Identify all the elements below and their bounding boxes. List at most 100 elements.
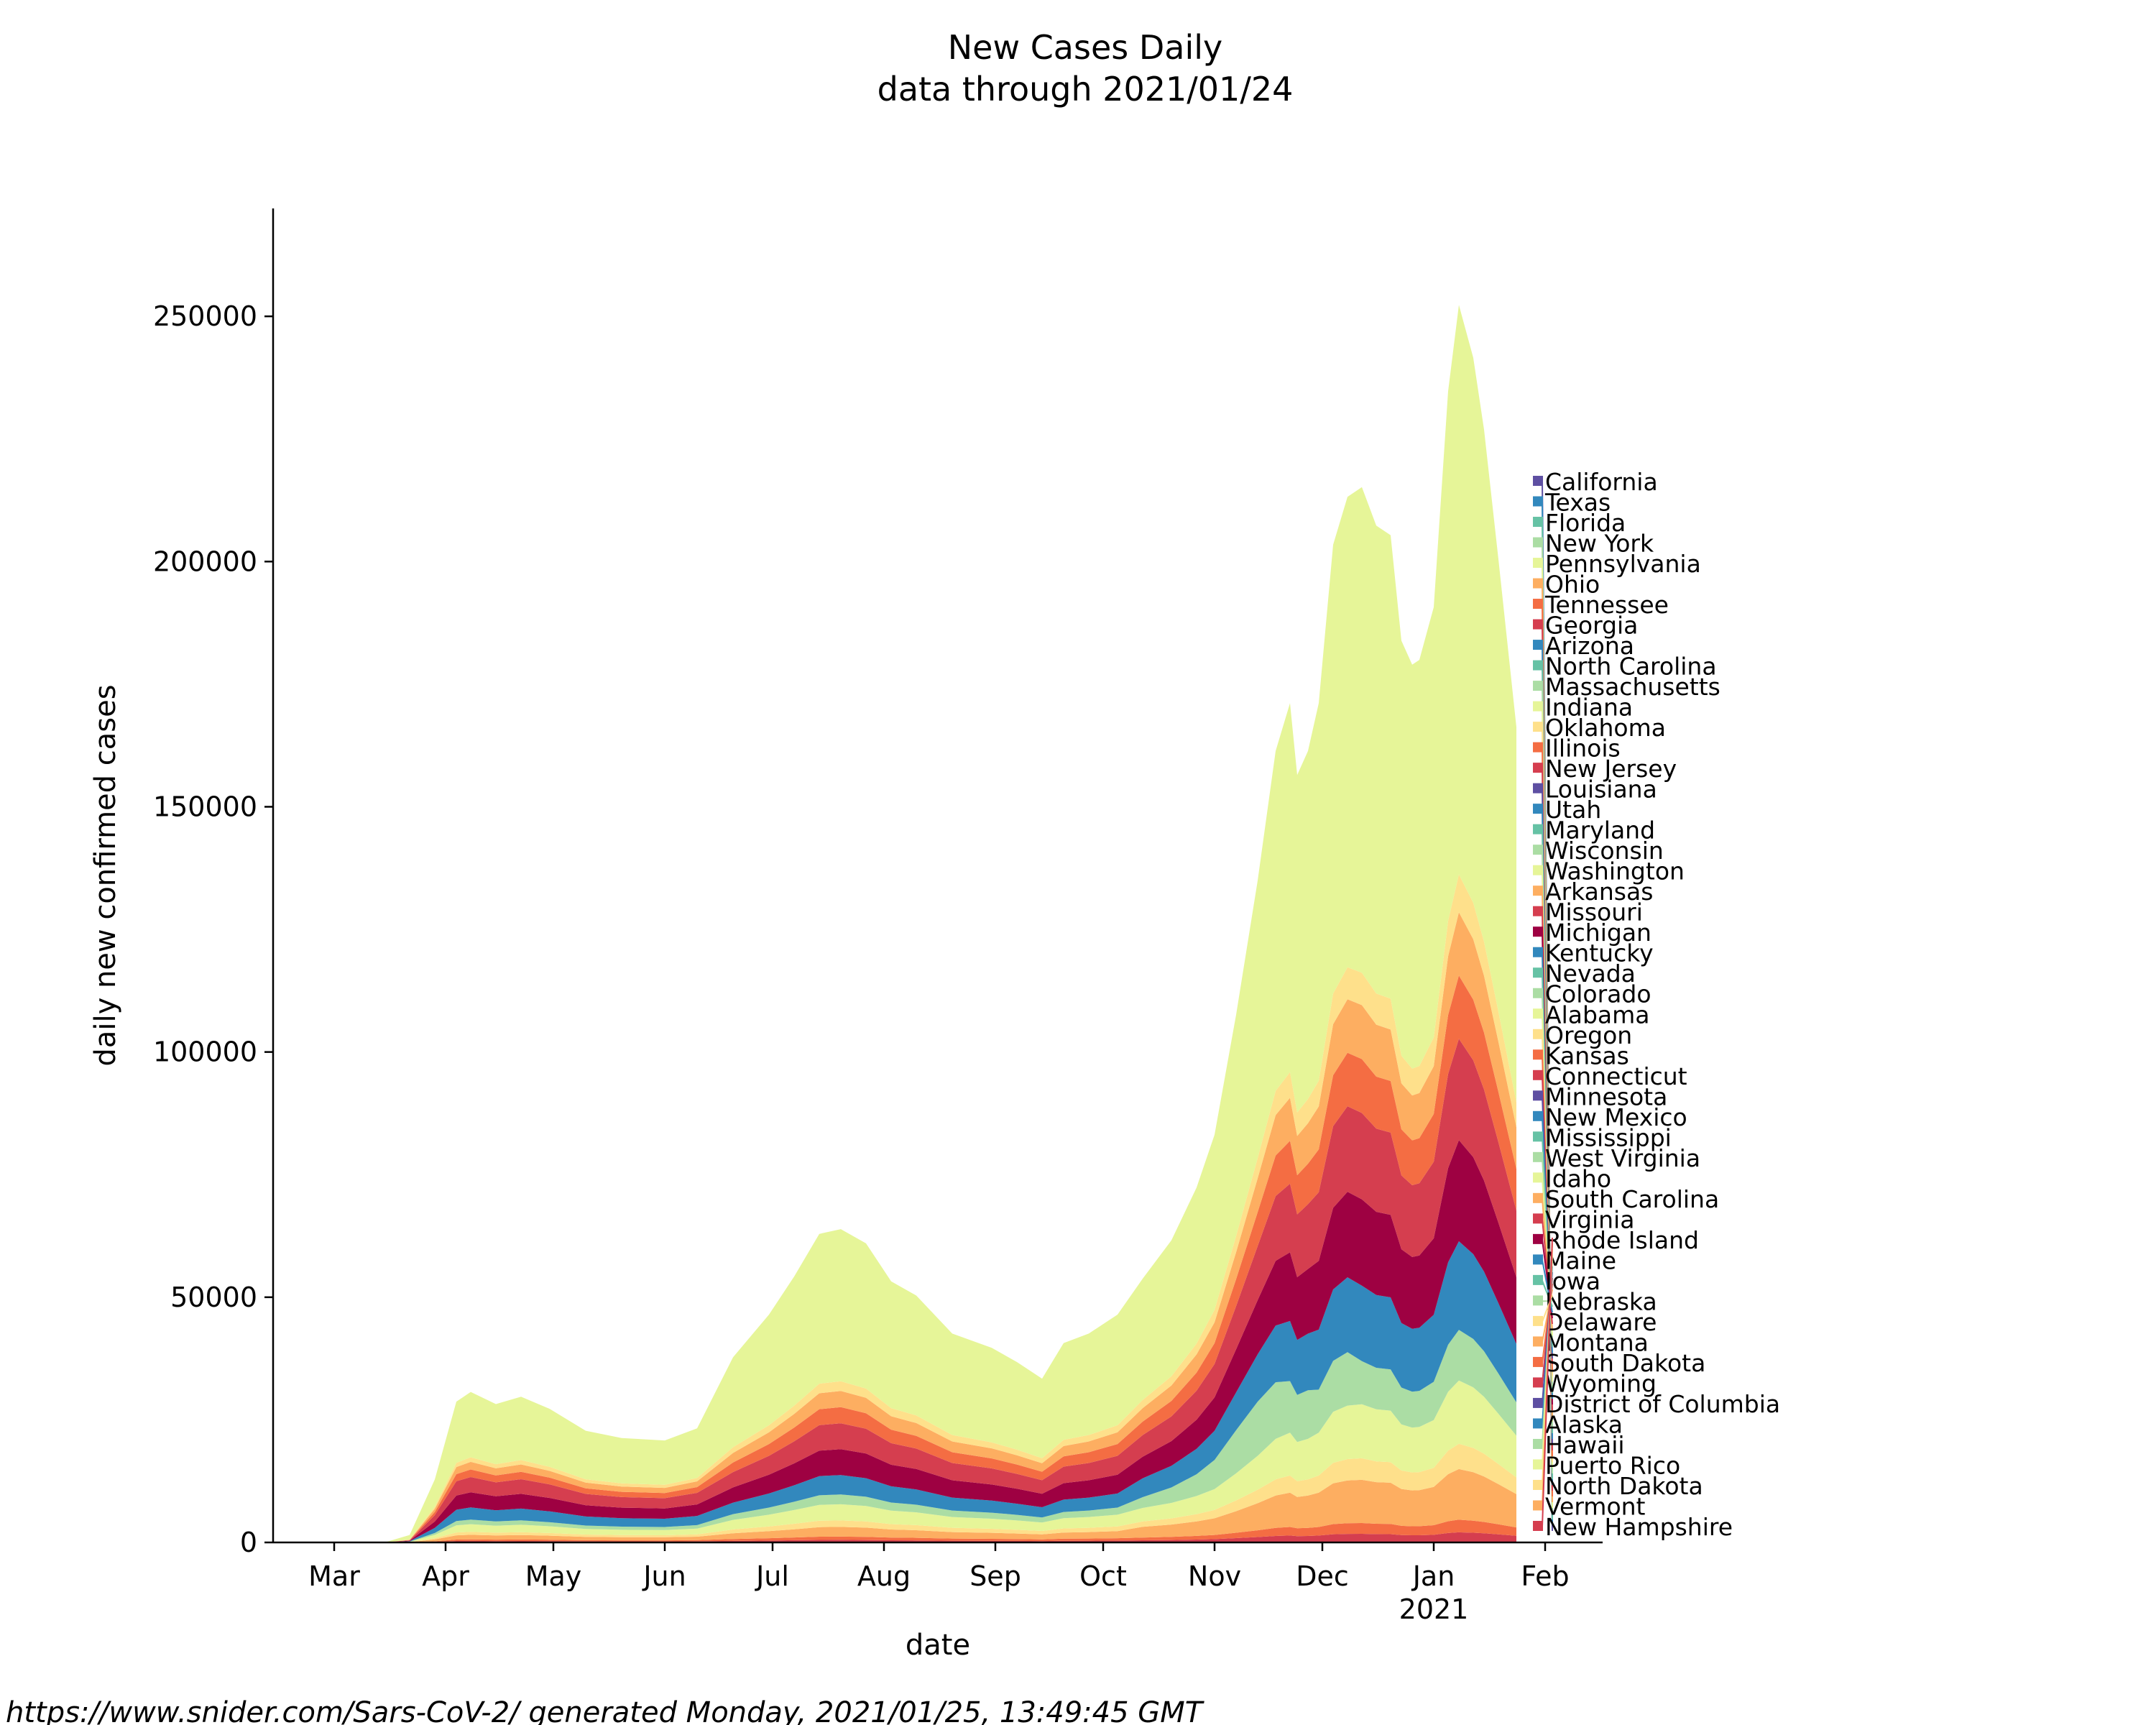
legend-label-11: Indiana xyxy=(1545,694,1633,722)
legend-swatch-33 xyxy=(1533,1151,1543,1162)
y-ticks: 0 50000 100000 150000 200000 250000 xyxy=(153,300,273,1558)
legend-swatch-43 xyxy=(1533,1356,1543,1367)
legend-label-47: Hawaii xyxy=(1545,1431,1625,1459)
x-tick-label-0: Mar xyxy=(308,1560,360,1592)
legend-label-25: Colorado xyxy=(1545,980,1651,1008)
y-axis-label: daily new confirmed cases xyxy=(89,684,122,1066)
legend-swatch-46 xyxy=(1533,1418,1543,1429)
legend-label-44: Wyoming xyxy=(1545,1369,1657,1397)
y-tick-label-2: 100000 xyxy=(153,1036,257,1068)
legend-swatch-28 xyxy=(1533,1049,1543,1060)
legend-swatch-41 xyxy=(1533,1315,1543,1326)
legend-label-35: South Carolina xyxy=(1545,1185,1719,1213)
legend-swatch-51 xyxy=(1533,1521,1543,1531)
legend-swatch-40 xyxy=(1533,1295,1543,1306)
legend-label-14: New Jersey xyxy=(1545,755,1677,783)
legend-swatch-19 xyxy=(1533,865,1543,875)
x-tick-label-8: Nov xyxy=(1188,1560,1241,1592)
legend-swatch-13 xyxy=(1533,742,1543,753)
area-layers xyxy=(384,305,1516,1542)
x-axis-label: date xyxy=(906,1629,970,1662)
x-tick-label-7: Oct xyxy=(1079,1560,1127,1592)
legend-label-30: Minnesota xyxy=(1545,1082,1667,1110)
legend-label-10: Massachusetts xyxy=(1545,673,1720,701)
legend-label-4: Pennsylvania xyxy=(1545,550,1701,578)
legend-swatch-42 xyxy=(1533,1336,1543,1347)
legend-label-38: Maine xyxy=(1545,1246,1616,1274)
legend-label-12: Oklahoma xyxy=(1545,714,1666,742)
legend-swatch-8 xyxy=(1533,640,1543,650)
area-layer-6 xyxy=(384,1241,1516,1542)
legend-label-29: Connecticut xyxy=(1545,1062,1687,1090)
legend-swatch-1 xyxy=(1533,496,1543,507)
legend-swatch-4 xyxy=(1533,558,1543,569)
legend-label-1: Texas xyxy=(1544,489,1611,517)
legend-swatch-14 xyxy=(1533,763,1543,773)
legend-label-32: Mississippi xyxy=(1545,1123,1672,1151)
legend-label-17: Maryland xyxy=(1545,816,1655,845)
legend-label-45: District of Columbia xyxy=(1545,1390,1780,1418)
legend-swatch-49 xyxy=(1533,1479,1543,1490)
legend-swatch-37 xyxy=(1533,1233,1543,1244)
legend-swatch-16 xyxy=(1533,804,1543,814)
legend-label-19: Washington xyxy=(1545,857,1685,886)
legend-label-8: Arizona xyxy=(1545,632,1634,660)
legend-swatch-29 xyxy=(1533,1070,1543,1080)
legend-swatch-34 xyxy=(1533,1172,1543,1183)
legend-swatch-0 xyxy=(1533,476,1543,486)
legend-label-36: Virginia xyxy=(1545,1205,1634,1233)
legend-swatch-9 xyxy=(1533,660,1543,671)
legend-swatch-20 xyxy=(1533,886,1543,896)
legend-label-9: North Carolina xyxy=(1545,653,1717,681)
legend-swatch-24 xyxy=(1533,967,1543,978)
legend-swatch-35 xyxy=(1533,1192,1543,1203)
legend-label-33: West Virginia xyxy=(1545,1144,1700,1172)
legend-swatch-10 xyxy=(1533,681,1543,691)
legend-swatch-39 xyxy=(1533,1274,1543,1285)
legend-swatch-48 xyxy=(1533,1459,1543,1470)
legend-swatch-15 xyxy=(1533,783,1543,794)
legend-label-5: Ohio xyxy=(1545,571,1600,599)
legend-label-3: New York xyxy=(1545,530,1654,558)
legend-label-28: Kansas xyxy=(1545,1041,1629,1070)
legend-label-37: Rhode Island xyxy=(1545,1226,1699,1254)
legend-swatch-18 xyxy=(1533,845,1543,855)
legend-label-26: Alabama xyxy=(1545,1000,1650,1029)
legend-swatch-36 xyxy=(1533,1213,1543,1224)
legend-swatch-50 xyxy=(1533,1500,1543,1511)
legend-swatch-47 xyxy=(1533,1438,1543,1449)
legend-label-24: Nevada xyxy=(1545,960,1636,988)
x-tick-label-2: May xyxy=(525,1560,582,1592)
y-tick-label-0: 0 xyxy=(240,1527,257,1558)
legend-swatch-38 xyxy=(1533,1254,1543,1265)
legend-label-43: South Dakota xyxy=(1545,1349,1705,1377)
legend-swatch-12 xyxy=(1533,722,1543,732)
x-tick-label-5: Aug xyxy=(857,1560,911,1592)
area-layer-7 xyxy=(384,1140,1516,1542)
legend-swatch-45 xyxy=(1533,1397,1543,1408)
chart-title: New Cases Daily xyxy=(948,28,1223,67)
y-tick-label-4: 200000 xyxy=(153,546,257,577)
x-tick-label-9: Dec xyxy=(1296,1560,1349,1592)
legend-swatch-3 xyxy=(1533,537,1543,548)
legend-swatch-30 xyxy=(1533,1090,1543,1101)
legend-label-2: Florida xyxy=(1545,509,1626,537)
legend-label-0: California xyxy=(1545,468,1658,496)
legend-label-40: Nebraska xyxy=(1545,1287,1657,1315)
legend-swatch-44 xyxy=(1533,1377,1543,1388)
legend-swatch-25 xyxy=(1533,988,1543,998)
legend-swatch-7 xyxy=(1533,619,1543,630)
y-tick-label-3: 150000 xyxy=(153,791,257,822)
area-layer-8 xyxy=(384,1039,1516,1542)
legend-label-51: New Hampshire xyxy=(1545,1513,1733,1541)
legend-swatch-5 xyxy=(1533,578,1543,589)
x-tick-label-6: Sep xyxy=(969,1560,1021,1592)
legend-label-39: Iowa xyxy=(1545,1267,1600,1295)
legend-label-50: Vermont xyxy=(1545,1492,1646,1520)
legend-swatch-6 xyxy=(1533,599,1543,610)
legend-label-13: Illinois xyxy=(1545,735,1621,763)
area-layer-1 xyxy=(384,1519,1516,1542)
legend-swatch-22 xyxy=(1533,926,1543,937)
legend-label-7: Georgia xyxy=(1545,612,1638,640)
